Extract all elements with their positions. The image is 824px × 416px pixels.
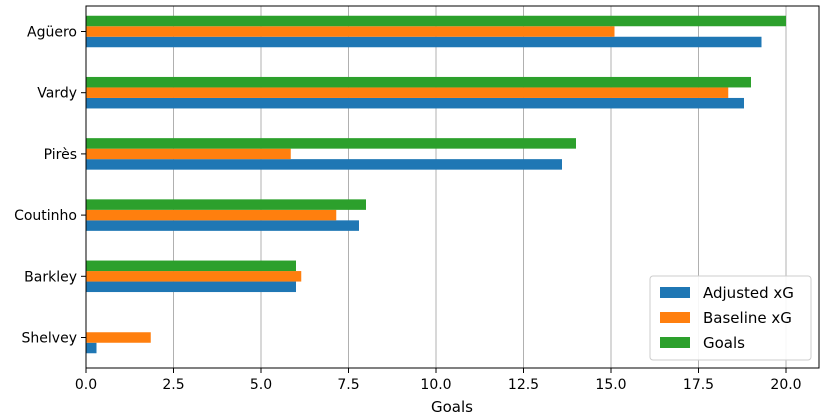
- bars: [86, 15, 786, 354]
- y-tick-label: Agüero: [27, 25, 77, 41]
- legend-swatch: [660, 337, 690, 348]
- x-tick-label: 2.5: [162, 377, 184, 393]
- legend-label: Adjusted xG: [703, 284, 794, 302]
- legend-box: [649, 275, 812, 361]
- bar-adjusted-xg: [86, 342, 97, 354]
- x-tick-label: 0.0: [75, 377, 97, 393]
- plot-area-frame: [85, 5, 820, 369]
- bar-adjusted-xg: [86, 281, 296, 293]
- x-tick-label: 20.0: [770, 377, 801, 393]
- x-tick-label: 15.0: [595, 377, 626, 393]
- x-tick-label: 17.5: [683, 377, 714, 393]
- x-tick-label: 10.0: [420, 377, 451, 393]
- bar-goals: [86, 199, 366, 210]
- bar-baseline-xg: [86, 332, 151, 343]
- x-tick-label: 12.5: [508, 377, 539, 393]
- bar-goals: [86, 260, 296, 272]
- bar-baseline-xg: [86, 87, 729, 98]
- bar-adjusted-xg: [86, 36, 762, 48]
- y-tick-label: Barkley: [24, 269, 77, 285]
- bar-baseline-xg: [86, 271, 302, 282]
- legend-swatch: [660, 287, 690, 298]
- legend: Adjusted xG Baseline xG Goals: [649, 275, 812, 361]
- y-tick-label: Shelvey: [22, 331, 77, 347]
- x-axis-ticks: 0.0 2.5 5.0 7.5 10.0 12.5 15.0 17.5 20.0: [75, 368, 802, 393]
- legend-label: Baseline xG: [703, 309, 792, 327]
- y-axis-ticks: Agüero Vardy Pirès Coutinho Barkley Shelvey: [14, 25, 86, 347]
- bar-goals: [86, 76, 751, 88]
- bar-baseline-xg: [86, 148, 291, 160]
- legend-swatch: [660, 312, 690, 323]
- grid-lines: [85, 6, 787, 368]
- bar-goals: [86, 138, 576, 149]
- bar-goals: [86, 15, 786, 27]
- x-tick-label: 5.0: [250, 377, 272, 393]
- bar-adjusted-xg: [86, 97, 744, 109]
- bar-adjusted-xg: [86, 159, 562, 170]
- bar-baseline-xg: [86, 26, 615, 37]
- bar-baseline-xg: [86, 209, 337, 221]
- y-tick-label: Vardy: [37, 86, 77, 102]
- x-axis-title: Goals: [431, 398, 473, 416]
- y-tick-label: Coutinho: [14, 208, 77, 224]
- y-tick-label: Pirès: [44, 147, 77, 163]
- legend-label: Goals: [703, 334, 745, 352]
- x-tick-label: 7.5: [337, 377, 359, 393]
- bar-adjusted-xg: [86, 220, 359, 231]
